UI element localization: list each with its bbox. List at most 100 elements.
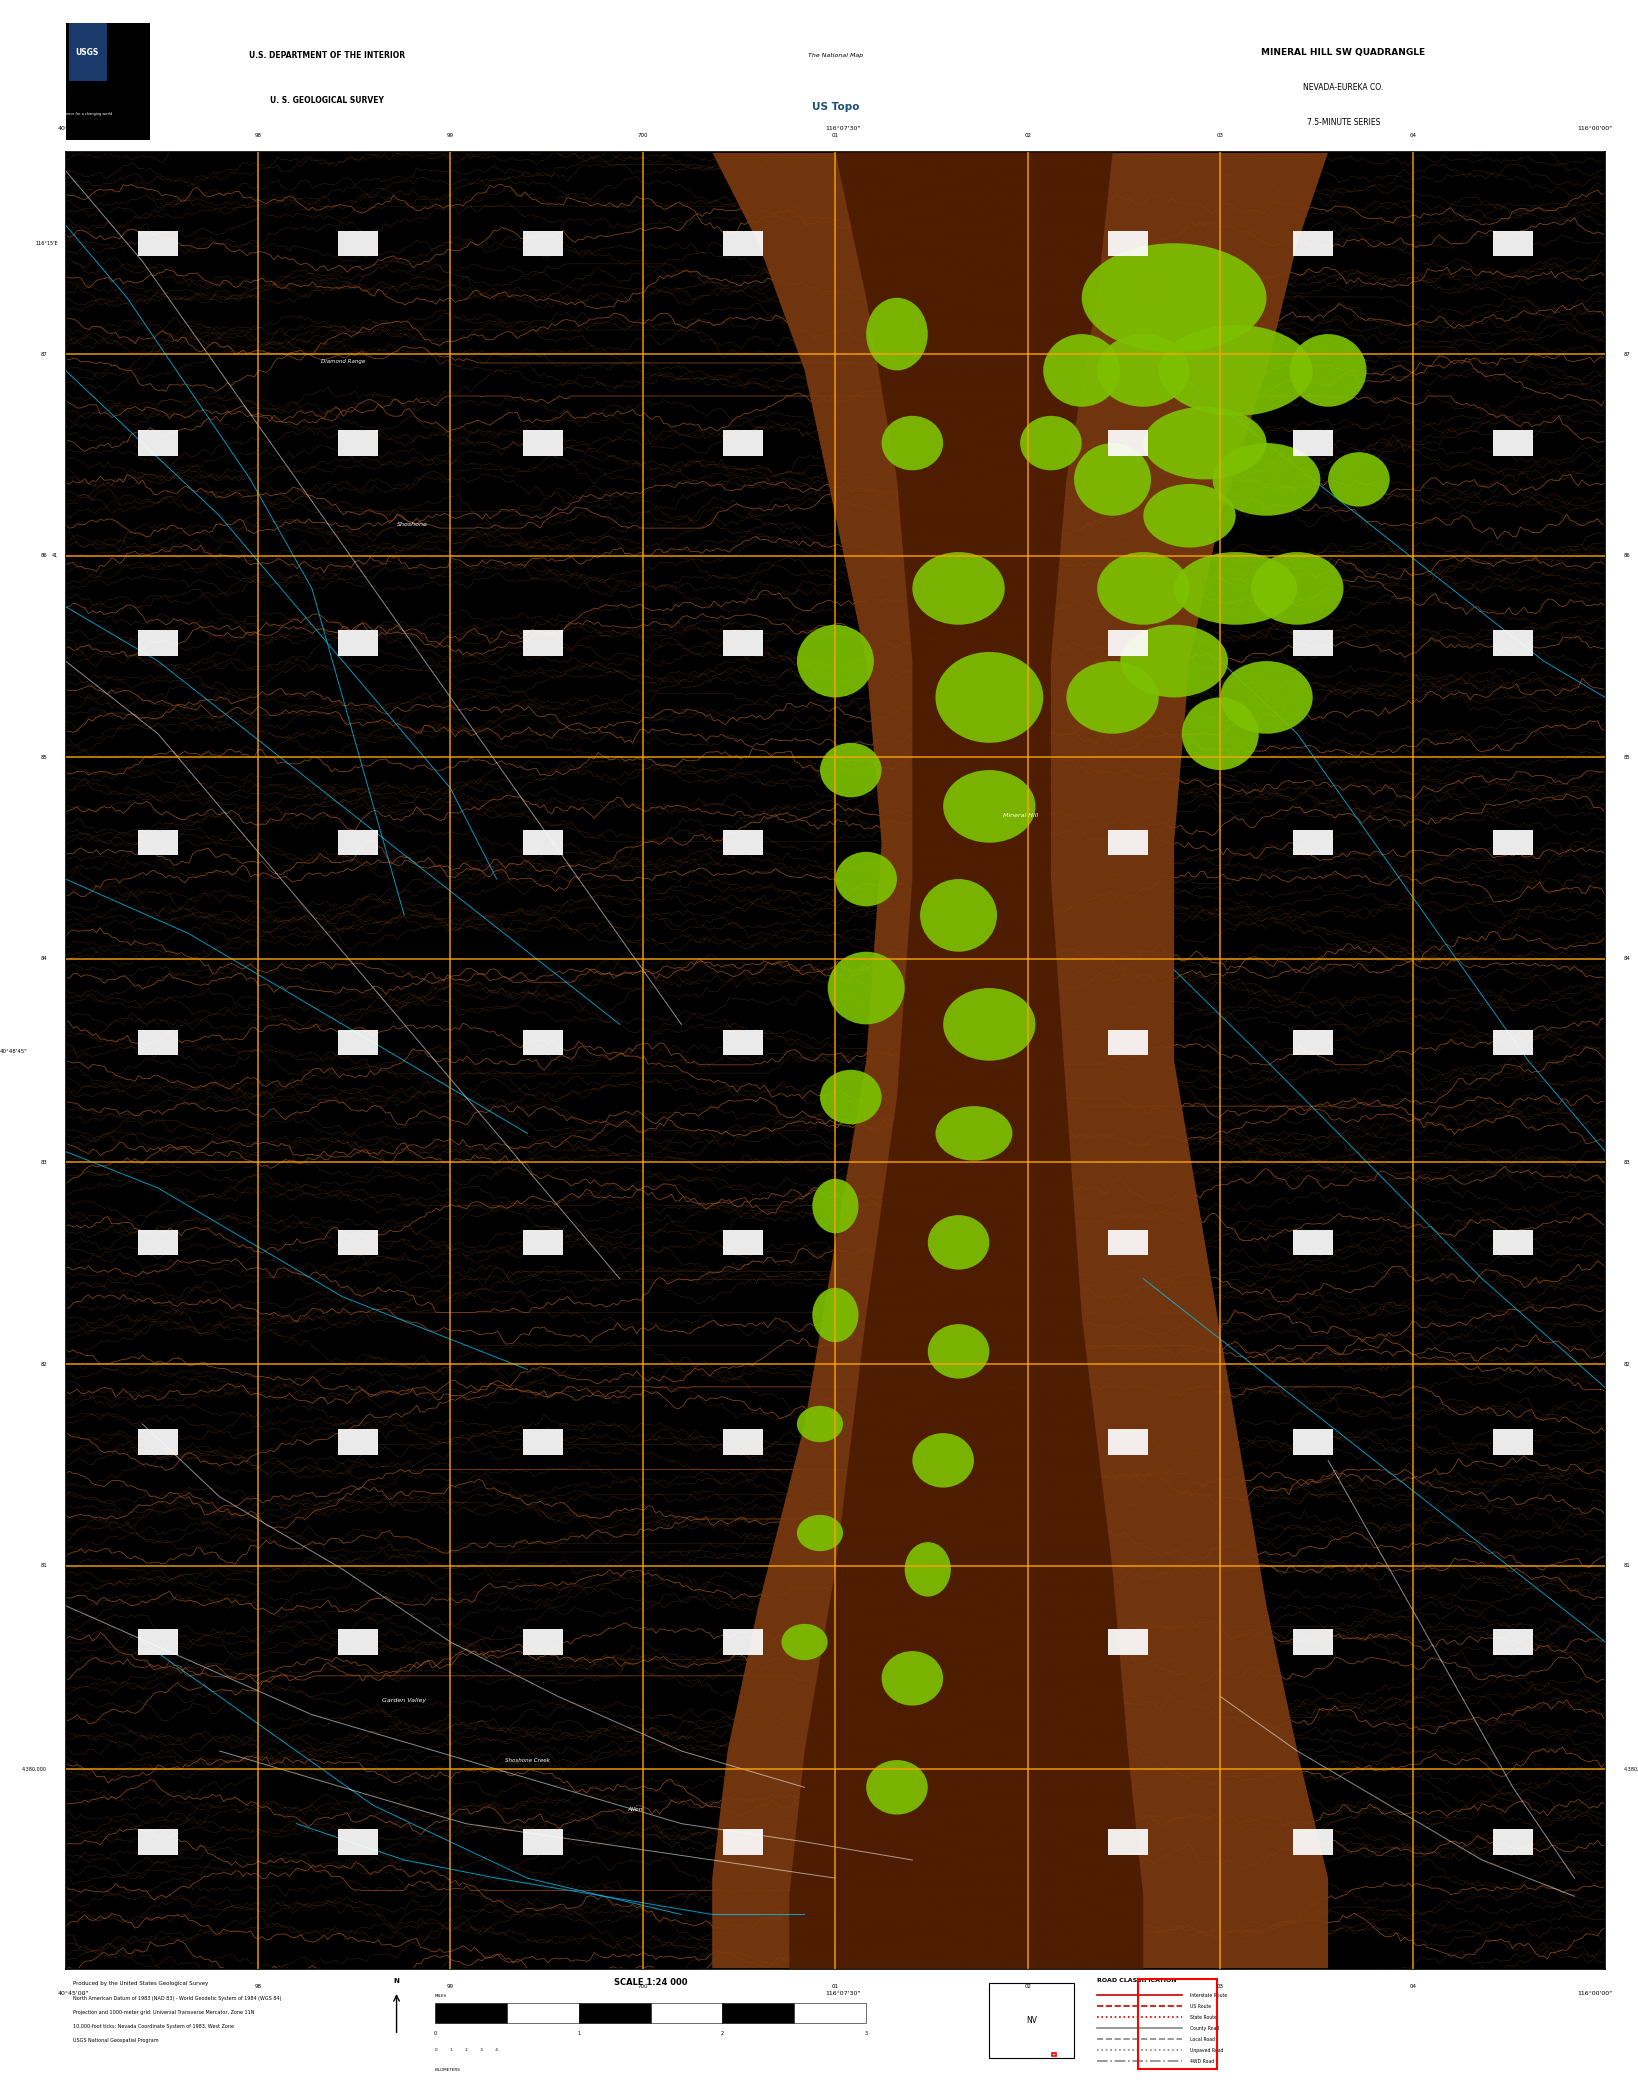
Ellipse shape bbox=[881, 416, 943, 470]
Text: Unpaved Road: Unpaved Road bbox=[1189, 2048, 1224, 2053]
Bar bbox=[1292, 1629, 1333, 1654]
Text: 84: 84 bbox=[1623, 956, 1630, 960]
Bar bbox=[989, 1984, 1075, 2059]
Ellipse shape bbox=[881, 1652, 943, 1706]
Text: State Route: State Route bbox=[1189, 2015, 1217, 2019]
Bar bbox=[722, 1230, 763, 1255]
Text: 86: 86 bbox=[41, 553, 48, 557]
Text: Mineral Hill: Mineral Hill bbox=[1002, 812, 1038, 818]
Text: 116°07'30": 116°07'30" bbox=[826, 1990, 860, 1996]
Text: 40°52'30": 40°52'30" bbox=[57, 125, 90, 132]
Bar bbox=[69, 23, 106, 81]
Text: USGS: USGS bbox=[75, 48, 98, 58]
Text: MILES: MILES bbox=[436, 1994, 447, 1998]
Bar bbox=[523, 230, 563, 257]
Bar bbox=[337, 1230, 378, 1255]
Text: Diamond Range: Diamond Range bbox=[321, 359, 365, 363]
Ellipse shape bbox=[1143, 484, 1235, 547]
Bar bbox=[523, 1230, 563, 1255]
Ellipse shape bbox=[821, 1069, 881, 1123]
Bar bbox=[1138, 1979, 1217, 2069]
Bar bbox=[1492, 230, 1533, 257]
Ellipse shape bbox=[927, 1215, 989, 1270]
Bar bbox=[1492, 1629, 1533, 1654]
Ellipse shape bbox=[935, 651, 1043, 743]
Bar bbox=[138, 631, 179, 656]
Bar bbox=[1107, 631, 1148, 656]
Text: SCALE 1:24 000: SCALE 1:24 000 bbox=[614, 1977, 688, 1988]
Polygon shape bbox=[790, 152, 1143, 1969]
Text: Interstate Route: Interstate Route bbox=[1189, 1992, 1227, 1998]
Bar bbox=[1107, 230, 1148, 257]
Ellipse shape bbox=[867, 299, 927, 370]
Text: Garden Valley: Garden Valley bbox=[382, 1698, 426, 1702]
Text: 87: 87 bbox=[1623, 351, 1630, 357]
Text: 40°48'45": 40°48'45" bbox=[0, 1048, 26, 1054]
Ellipse shape bbox=[943, 988, 1035, 1061]
Bar bbox=[1107, 1829, 1148, 1854]
Text: ROAD CLASSIFICATION: ROAD CLASSIFICATION bbox=[1097, 1977, 1176, 1984]
Ellipse shape bbox=[927, 1324, 989, 1378]
Text: US Topo: US Topo bbox=[812, 102, 858, 113]
Bar bbox=[1492, 1829, 1533, 1854]
Text: N: N bbox=[393, 1977, 400, 1984]
Text: 85: 85 bbox=[41, 756, 48, 760]
Bar bbox=[722, 1829, 763, 1854]
Ellipse shape bbox=[796, 1405, 844, 1443]
Bar bbox=[337, 1029, 378, 1054]
Bar bbox=[66, 23, 151, 140]
Ellipse shape bbox=[1220, 662, 1312, 733]
Ellipse shape bbox=[1183, 697, 1258, 770]
Bar bbox=[1492, 831, 1533, 856]
Bar bbox=[722, 230, 763, 257]
Text: 99: 99 bbox=[447, 134, 454, 138]
Text: U. S. GEOLOGICAL SURVEY: U. S. GEOLOGICAL SURVEY bbox=[270, 96, 385, 104]
Bar bbox=[523, 1430, 563, 1455]
Text: Projection and 1000-meter grid: Universal Transverse Mercator, Zone 11N: Projection and 1000-meter grid: Universa… bbox=[74, 2011, 256, 2015]
Bar bbox=[1492, 631, 1533, 656]
Text: 04: 04 bbox=[1409, 1984, 1417, 1988]
Bar bbox=[1107, 1230, 1148, 1255]
Ellipse shape bbox=[1251, 551, 1343, 624]
Bar bbox=[138, 1629, 179, 1654]
Text: science for a changing world: science for a changing world bbox=[62, 113, 113, 115]
Text: US Route: US Route bbox=[1189, 2004, 1210, 2009]
Bar bbox=[523, 631, 563, 656]
Bar bbox=[1107, 1629, 1148, 1654]
Bar bbox=[1492, 430, 1533, 455]
Ellipse shape bbox=[912, 1432, 975, 1487]
Text: 7.5-MINUTE SERIES: 7.5-MINUTE SERIES bbox=[1307, 119, 1381, 127]
Text: 82: 82 bbox=[41, 1361, 48, 1366]
Text: 1: 1 bbox=[577, 2032, 580, 2036]
Ellipse shape bbox=[1143, 407, 1266, 480]
Ellipse shape bbox=[1020, 416, 1081, 470]
Bar bbox=[436, 2002, 506, 2023]
Ellipse shape bbox=[1081, 244, 1266, 353]
Text: 99: 99 bbox=[447, 1984, 454, 1988]
Text: USGS National Geospatial Program: USGS National Geospatial Program bbox=[74, 2038, 159, 2044]
Text: 01: 01 bbox=[832, 1984, 839, 1988]
Bar bbox=[722, 1029, 763, 1054]
Bar bbox=[138, 1230, 179, 1255]
Ellipse shape bbox=[796, 1516, 844, 1551]
Bar bbox=[337, 1829, 378, 1854]
Text: 87: 87 bbox=[41, 351, 48, 357]
Ellipse shape bbox=[1212, 443, 1320, 516]
Text: U.S. DEPARTMENT OF THE INTERIOR: U.S. DEPARTMENT OF THE INTERIOR bbox=[249, 50, 405, 61]
Bar bbox=[1292, 430, 1333, 455]
Text: 98: 98 bbox=[254, 1984, 262, 1988]
Text: NV: NV bbox=[1025, 2017, 1037, 2025]
Text: 83: 83 bbox=[1623, 1161, 1630, 1165]
Bar bbox=[523, 831, 563, 856]
Bar bbox=[650, 2002, 722, 2023]
Text: 4,380,000: 4,380,000 bbox=[23, 1766, 48, 1771]
Text: 83: 83 bbox=[41, 1161, 48, 1165]
Ellipse shape bbox=[1328, 453, 1389, 507]
Bar bbox=[337, 1629, 378, 1654]
Bar bbox=[1292, 831, 1333, 856]
Text: 3: 3 bbox=[865, 2032, 868, 2036]
Text: 2: 2 bbox=[721, 2032, 724, 2036]
Bar bbox=[794, 2002, 867, 2023]
Bar bbox=[1292, 1230, 1333, 1255]
Bar bbox=[722, 1430, 763, 1455]
